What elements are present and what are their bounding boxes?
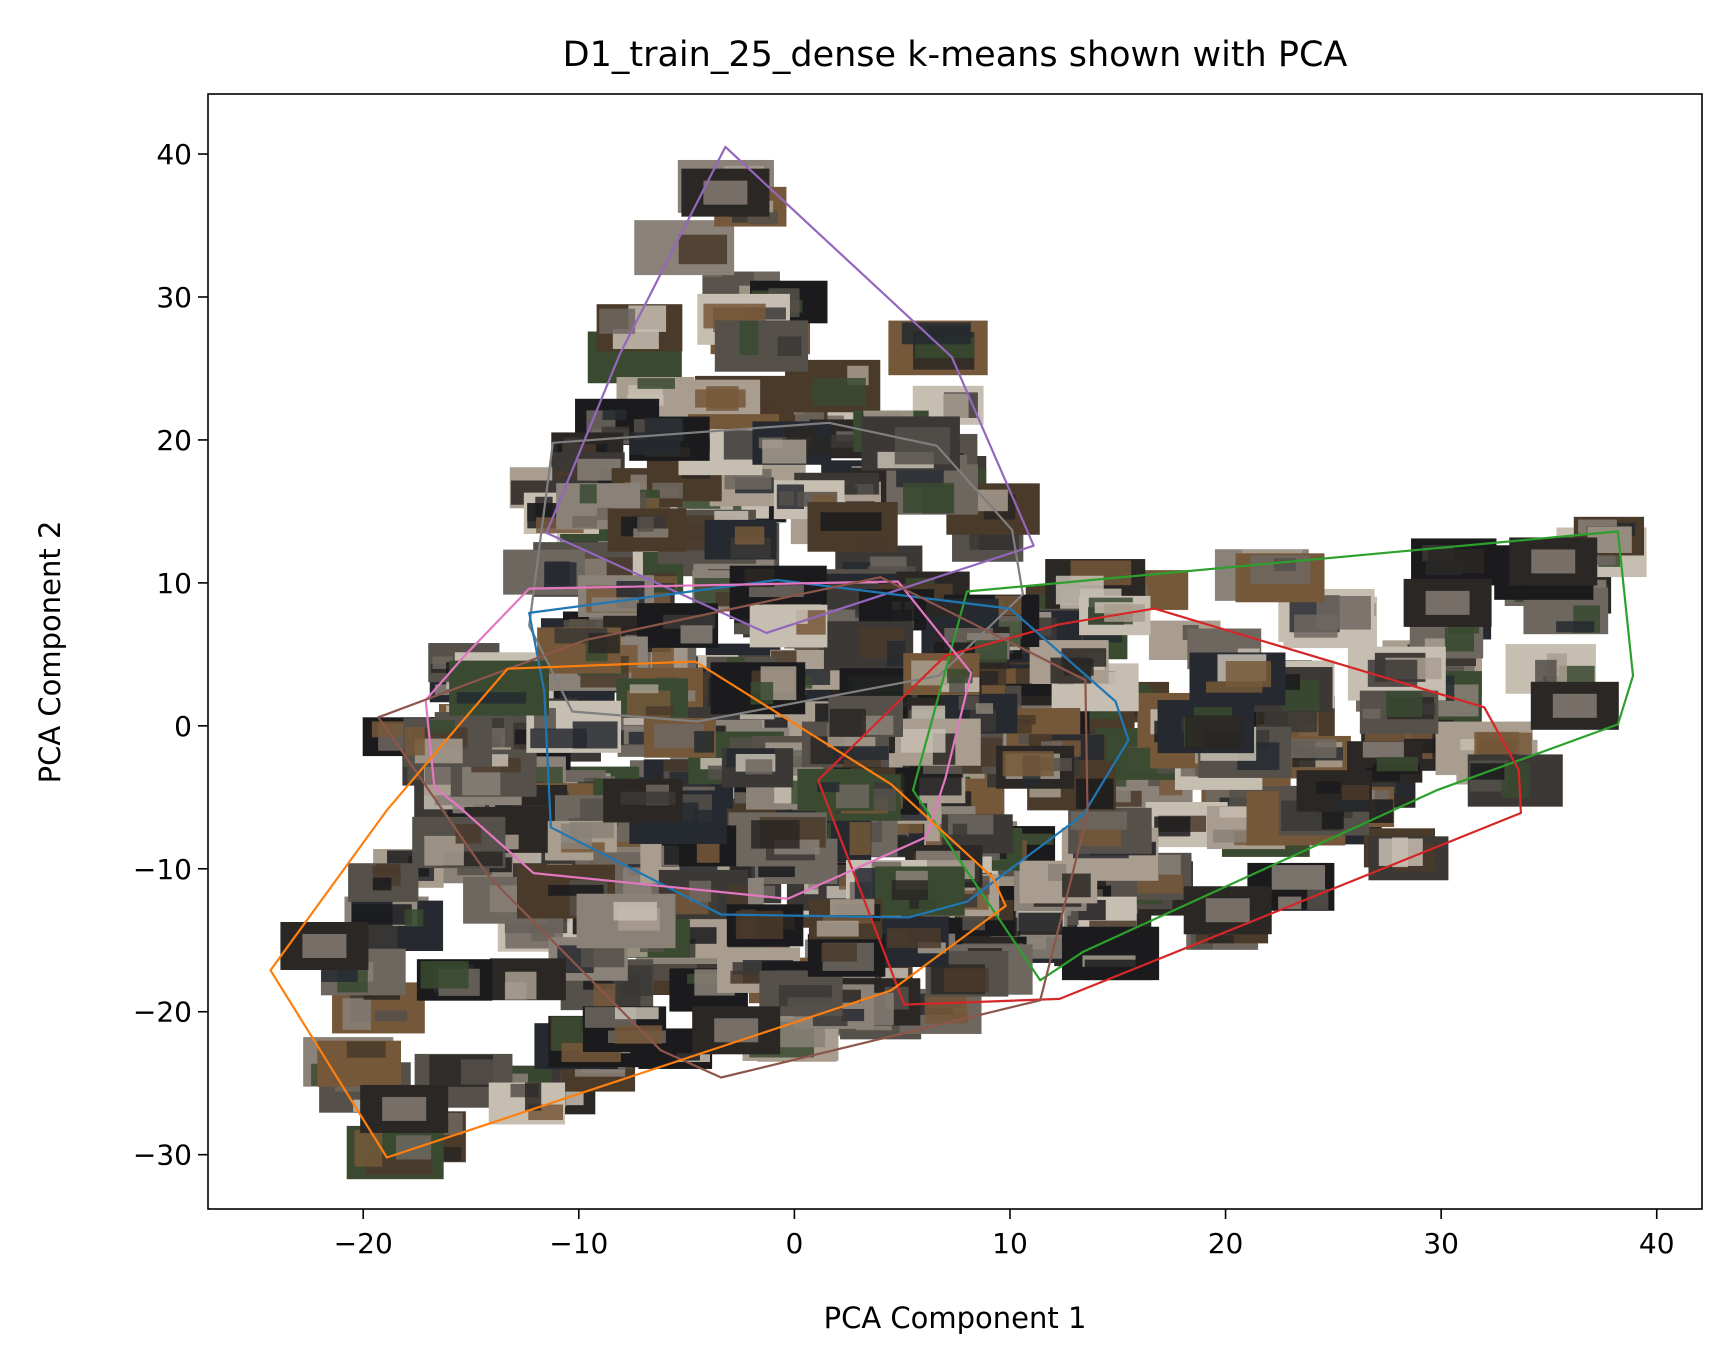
thumbnail-marker bbox=[710, 662, 806, 715]
thumbnail-marker bbox=[360, 1084, 449, 1133]
thumbnail-marker bbox=[714, 320, 809, 372]
thumbnail-marker bbox=[1296, 770, 1372, 812]
y-tick-label: 30 bbox=[156, 281, 192, 314]
cluster-hull bbox=[269, 660, 1007, 1159]
thumbnail-marker bbox=[681, 168, 770, 217]
thumbnail-marker bbox=[797, 768, 874, 811]
thumbnail-marker bbox=[596, 304, 683, 352]
x-tick-label: −20 bbox=[334, 1227, 393, 1260]
thumbnail-marker bbox=[828, 695, 903, 737]
cluster-hull bbox=[816, 607, 1523, 1006]
thumbnail-marker bbox=[643, 717, 717, 758]
thumbnail-marker bbox=[607, 508, 687, 552]
thumbnail-marker bbox=[1061, 926, 1160, 981]
thumbnail-marker bbox=[1068, 807, 1152, 854]
thumbnail-marker bbox=[728, 812, 827, 867]
x-tick-label: −10 bbox=[549, 1227, 608, 1260]
thumbnail-marker bbox=[721, 748, 794, 788]
cluster-hull bbox=[377, 576, 1089, 1079]
y-tick-label: −10 bbox=[133, 853, 192, 886]
thumbnail-marker bbox=[1411, 538, 1497, 586]
thumbnail-markers bbox=[280, 159, 1647, 1180]
thumbnail-marker bbox=[1347, 741, 1423, 783]
thumbnail-marker bbox=[603, 778, 683, 823]
thumbnail-marker bbox=[704, 519, 777, 560]
x-axis-label: PCA Component 1 bbox=[824, 1301, 1087, 1335]
cluster-hull bbox=[545, 145, 1035, 635]
cluster-hull bbox=[528, 578, 1130, 919]
x-tick-label: 10 bbox=[992, 1227, 1028, 1260]
thumbnail-marker bbox=[576, 893, 676, 949]
thumbnail-marker bbox=[685, 379, 761, 421]
thumbnail-marker bbox=[1359, 690, 1439, 734]
thumbnail-marker bbox=[1157, 700, 1255, 754]
x-tick-label: 20 bbox=[1208, 1227, 1244, 1260]
thumbnail-marker bbox=[317, 1040, 401, 1087]
x-tick-label: 0 bbox=[785, 1227, 803, 1260]
cluster-hull bbox=[911, 530, 1635, 982]
thumbnail-marker bbox=[861, 416, 960, 471]
thumbnail-marker bbox=[348, 863, 419, 902]
chart-title: D1_train_25_dense k-means shown with PCA bbox=[563, 35, 1348, 75]
y-tick-label: −30 bbox=[133, 1139, 192, 1172]
thumbnail-marker bbox=[416, 959, 493, 1001]
thumbnail-marker bbox=[488, 1082, 566, 1125]
thumbnail-marker bbox=[895, 718, 981, 766]
thumbnail-marker bbox=[450, 749, 537, 797]
thumbnail-marker bbox=[412, 816, 506, 869]
thumbnail-marker bbox=[807, 502, 898, 552]
thumbnail-marker bbox=[886, 464, 978, 515]
cluster-hull bbox=[528, 421, 1025, 723]
thumbnail-marker bbox=[752, 421, 832, 465]
thumbnail-marker bbox=[925, 951, 1009, 997]
x-tick-label: 40 bbox=[1639, 1227, 1675, 1260]
thumbnail-marker bbox=[759, 970, 843, 1017]
thumbnail-marker bbox=[874, 866, 965, 916]
thumbnail-marker bbox=[692, 1006, 781, 1055]
x-tick-label: 30 bbox=[1423, 1227, 1459, 1260]
thumbnail-marker bbox=[629, 416, 710, 461]
y-tick-label: 40 bbox=[156, 138, 192, 171]
x-axis-ticks: −20 −10 0 10 20 30 40 bbox=[334, 1209, 1675, 1260]
thumbnail-marker bbox=[403, 718, 492, 767]
thumbnail-marker bbox=[1530, 681, 1619, 730]
thumbnail-marker bbox=[726, 904, 804, 947]
cluster-hulls bbox=[269, 145, 1635, 1159]
thumbnail-marker bbox=[616, 678, 689, 718]
thumbnail-marker bbox=[280, 921, 369, 970]
cluster-hull bbox=[424, 580, 973, 900]
thumbnail-marker bbox=[1573, 516, 1645, 556]
thumbnail-marker bbox=[1509, 537, 1598, 586]
thumbnail-marker bbox=[823, 621, 914, 671]
thumbnail-marker bbox=[1019, 860, 1098, 904]
thumbnail-marker bbox=[1183, 886, 1272, 935]
thumbnail-marker bbox=[1079, 595, 1151, 636]
y-tick-label: 10 bbox=[156, 567, 192, 600]
thumbnail-marker bbox=[489, 958, 566, 1001]
y-axis-label: PCA Component 2 bbox=[33, 521, 67, 784]
thumbnail-marker bbox=[346, 1125, 444, 1180]
y-tick-label: 0 bbox=[174, 710, 192, 743]
thumbnail-marker bbox=[888, 320, 988, 376]
thumbnail-marker bbox=[449, 660, 549, 716]
thumbnail-marker bbox=[1189, 652, 1286, 706]
thumbnail-marker bbox=[807, 934, 886, 977]
plot-frame bbox=[207, 93, 1703, 1210]
thumbnail-marker bbox=[1403, 578, 1492, 627]
thumbnail-marker bbox=[996, 745, 1075, 789]
y-tick-label: −20 bbox=[133, 996, 192, 1029]
thumbnail-marker bbox=[582, 1006, 667, 1053]
y-axis-ticks: −30 −20 −10 0 10 20 30 40 bbox=[133, 138, 208, 1172]
thumbnail-marker bbox=[808, 898, 883, 940]
y-tick-label: 20 bbox=[156, 424, 192, 457]
